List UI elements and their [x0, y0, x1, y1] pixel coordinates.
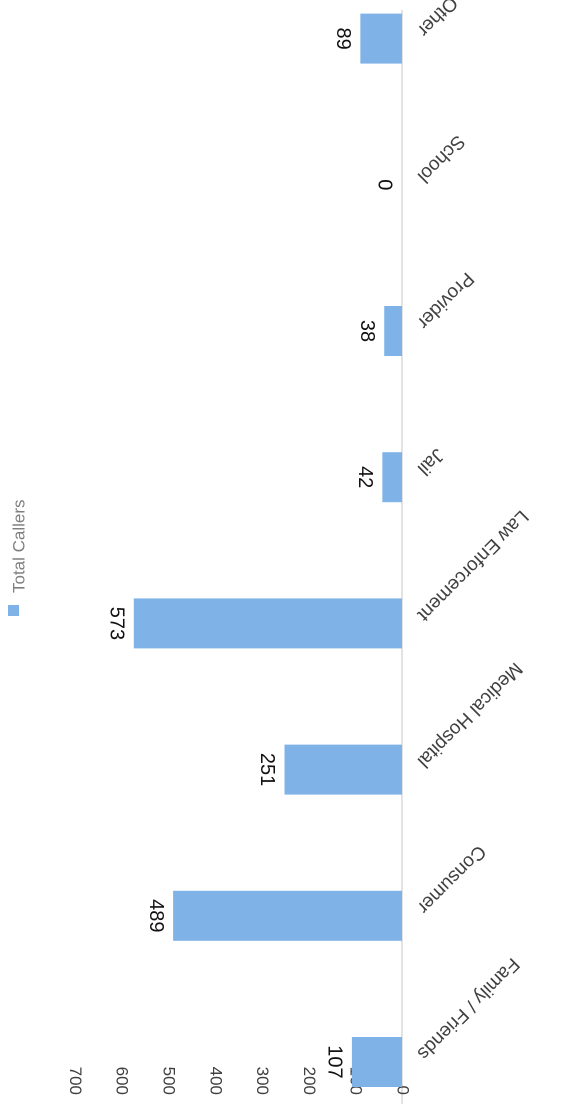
category-label: Consumer [412, 841, 489, 918]
y-tick-label: 600 [113, 1067, 132, 1095]
y-tick-label: 400 [206, 1067, 225, 1095]
category-label: Family / Friends [413, 953, 523, 1063]
data-label: 107 [324, 1045, 346, 1078]
data-label: 573 [105, 607, 127, 640]
category-label: Jail [413, 444, 448, 479]
y-tick-label: 200 [300, 1067, 319, 1095]
category-label: Provider [412, 268, 477, 333]
category-label: School [413, 131, 469, 187]
bar [384, 306, 402, 356]
bar [133, 598, 403, 649]
y-tick-label: 0 [394, 1086, 413, 1095]
y-tick-label: 500 [159, 1067, 178, 1095]
data-label: 89 [332, 27, 354, 49]
bar [382, 452, 402, 503]
bar [360, 13, 402, 64]
data-label: 251 [256, 753, 278, 786]
category-label: Law Enforcement [412, 506, 532, 626]
legend-swatch [8, 605, 19, 616]
y-tick-label: 700 [66, 1067, 85, 1095]
category-label: Other [412, 0, 461, 41]
data-label: 38 [356, 320, 378, 342]
y-tick-label: 300 [253, 1067, 272, 1095]
data-label: 42 [354, 466, 376, 488]
bar [173, 890, 402, 941]
data-label: 0 [374, 179, 396, 190]
bar [351, 1037, 402, 1087]
bar [284, 744, 402, 795]
category-label: Medical Hospital [413, 658, 526, 771]
data-label: 489 [145, 899, 167, 932]
legend-label: Total Callers [9, 499, 28, 593]
